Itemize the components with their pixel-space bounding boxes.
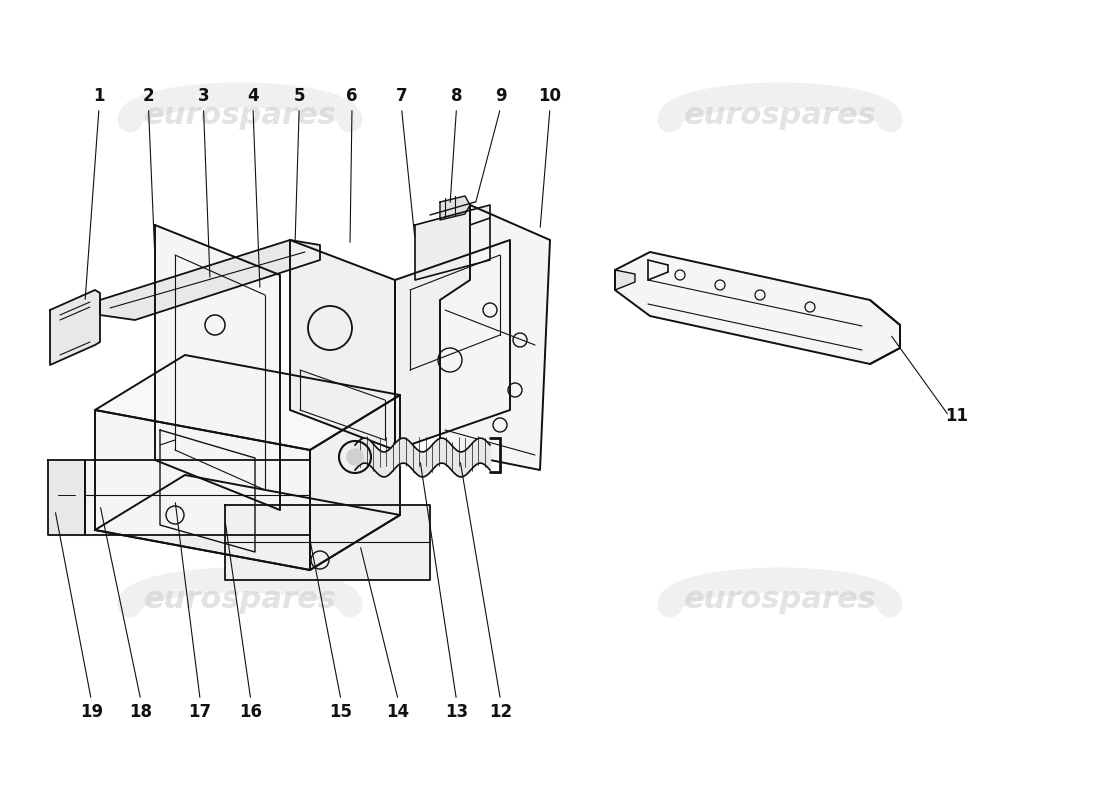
Polygon shape (85, 460, 310, 535)
Text: 10: 10 (539, 87, 561, 105)
Text: 8: 8 (451, 87, 462, 105)
Polygon shape (440, 196, 470, 220)
Text: 16: 16 (240, 703, 262, 721)
Text: 4: 4 (248, 87, 258, 105)
Text: 15: 15 (330, 703, 352, 721)
Text: eurospares: eurospares (144, 586, 337, 614)
Polygon shape (50, 290, 100, 365)
Text: eurospares: eurospares (683, 101, 877, 130)
Polygon shape (160, 430, 255, 552)
Polygon shape (95, 355, 400, 450)
Polygon shape (155, 225, 280, 510)
Text: eurospares: eurospares (144, 101, 337, 130)
Polygon shape (48, 460, 85, 535)
Text: 11: 11 (946, 407, 968, 425)
Polygon shape (310, 395, 400, 570)
Text: 2: 2 (143, 87, 154, 105)
Text: 19: 19 (79, 703, 103, 721)
Circle shape (346, 449, 363, 465)
Text: 17: 17 (188, 703, 212, 721)
Text: 7: 7 (396, 87, 407, 105)
Polygon shape (290, 240, 395, 450)
Text: 18: 18 (130, 703, 152, 721)
Text: 3: 3 (198, 87, 209, 105)
Polygon shape (226, 505, 430, 580)
Text: 6: 6 (346, 87, 358, 105)
Polygon shape (415, 205, 490, 280)
Polygon shape (100, 240, 320, 320)
Polygon shape (615, 270, 635, 290)
Text: 13: 13 (444, 703, 469, 721)
Text: 9: 9 (495, 87, 506, 105)
Text: 12: 12 (488, 703, 513, 721)
Polygon shape (440, 205, 550, 470)
Polygon shape (395, 240, 510, 450)
Polygon shape (95, 410, 310, 570)
Text: eurospares: eurospares (683, 586, 877, 614)
Text: 14: 14 (386, 703, 410, 721)
Polygon shape (95, 475, 400, 570)
Text: 5: 5 (294, 87, 305, 105)
Polygon shape (615, 252, 900, 364)
Text: 1: 1 (94, 87, 104, 105)
